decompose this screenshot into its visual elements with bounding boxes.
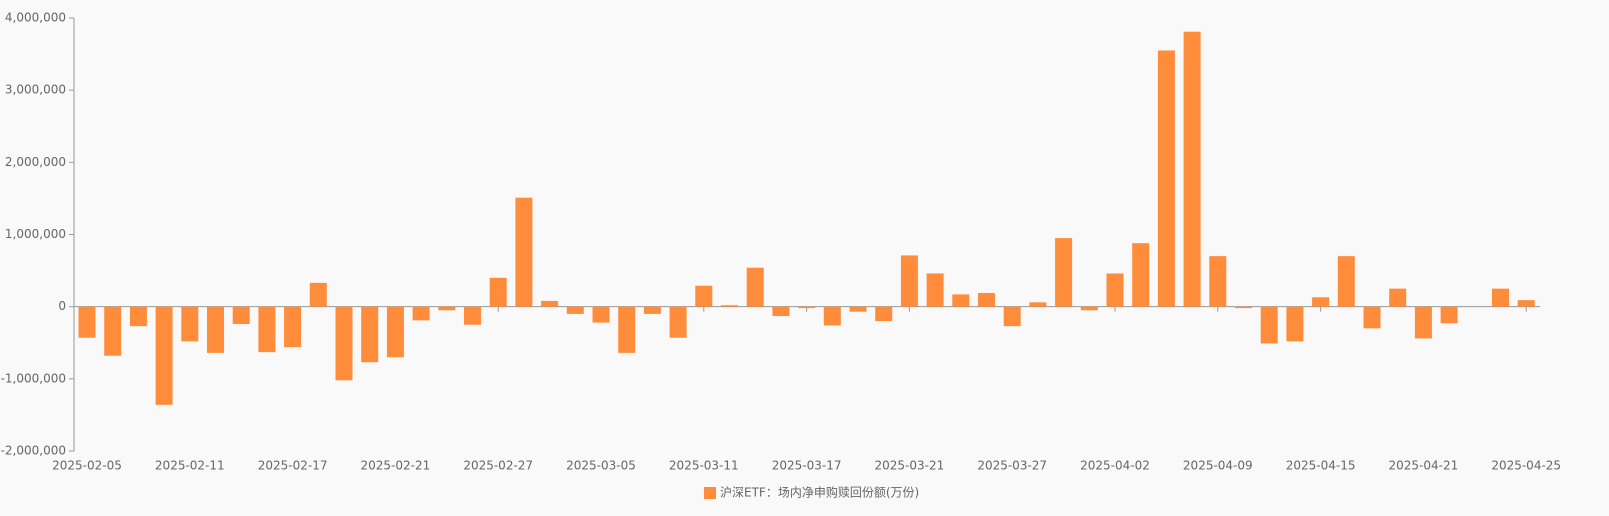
- bar: [1286, 306, 1304, 342]
- x-tick-label: 2025-02-27: [463, 459, 533, 473]
- x-tick-label: 2025-03-27: [977, 459, 1047, 473]
- x-tick-label: 2025-02-17: [258, 459, 328, 473]
- x-tick-label: 2025-03-17: [772, 459, 842, 473]
- bar: [129, 306, 147, 327]
- bar: [1080, 306, 1098, 311]
- bar: [618, 306, 636, 353]
- bar: [566, 306, 584, 314]
- x-tick-label: 2025-03-21: [875, 459, 945, 473]
- bar: [489, 277, 507, 307]
- bar: [798, 306, 816, 309]
- bar: [823, 306, 841, 326]
- y-tick-label: -1,000,000: [1, 371, 66, 385]
- bar: [78, 306, 96, 338]
- bar: [1029, 302, 1047, 307]
- bar: [926, 273, 944, 307]
- bar: [1414, 306, 1432, 339]
- bar: [849, 306, 867, 312]
- bar: [412, 306, 430, 321]
- bar: [875, 306, 893, 322]
- x-tick-label: 2025-02-11: [155, 459, 225, 473]
- bar: [335, 306, 353, 381]
- bar: [1055, 238, 1073, 307]
- bar: [1235, 306, 1252, 309]
- bar: [900, 255, 918, 307]
- legend-label: 沪深ETF：场内净申购赎回份额(万份): [720, 485, 919, 500]
- bar: [978, 292, 995, 307]
- bar: [232, 306, 250, 324]
- bar: [438, 306, 456, 311]
- x-tick-label: 2025-04-09: [1183, 459, 1253, 473]
- x-tick-label: 2025-03-11: [669, 459, 739, 473]
- bar: [1492, 288, 1509, 307]
- bar: [1517, 300, 1535, 307]
- bar: [515, 197, 533, 307]
- bar: [155, 306, 173, 405]
- bar: [643, 306, 661, 314]
- bar: [1106, 273, 1124, 307]
- bar: [1260, 306, 1278, 344]
- bar: [181, 306, 199, 342]
- bar: [592, 306, 610, 323]
- bar: [1389, 288, 1407, 307]
- x-tick-label: 2025-04-25: [1491, 459, 1561, 473]
- bar: [1312, 297, 1330, 307]
- bar: [464, 306, 481, 325]
- bar: [207, 306, 224, 353]
- x-tick-label: 2025-02-21: [361, 459, 431, 473]
- bar: [309, 282, 327, 307]
- bar: [361, 306, 379, 363]
- x-tick-label: 2025-03-05: [566, 459, 636, 473]
- bar: [104, 306, 122, 356]
- bar: [952, 294, 970, 307]
- bar: [1363, 306, 1381, 329]
- bar: [695, 285, 713, 307]
- bar: [772, 306, 790, 317]
- bar: [541, 300, 559, 307]
- x-tick-label: 2025-04-15: [1286, 459, 1356, 473]
- bar: [1003, 306, 1021, 327]
- bar: [721, 305, 738, 307]
- bar: [1132, 243, 1150, 307]
- y-tick-label: -2,000,000: [1, 444, 66, 458]
- x-tick-label: 2025-04-02: [1080, 459, 1150, 473]
- bar: [1337, 256, 1355, 307]
- x-tick-label: 2025-02-05: [52, 459, 122, 473]
- bar: [386, 306, 404, 358]
- x-tick-label: 2025-04-21: [1389, 459, 1459, 473]
- bar: [669, 306, 687, 338]
- bar: [1157, 50, 1175, 307]
- y-tick-label: 3,000,000: [5, 83, 66, 97]
- y-tick-label: 4,000,000: [5, 11, 66, 25]
- bar: [1183, 31, 1201, 307]
- bar: [1440, 306, 1458, 324]
- y-tick-label: 0: [58, 299, 66, 313]
- y-tick-label: 2,000,000: [5, 155, 66, 169]
- y-tick-label: 1,000,000: [5, 227, 66, 241]
- legend-swatch: [704, 487, 716, 499]
- bar: [746, 267, 764, 307]
- bar: [1209, 256, 1227, 307]
- bar: [258, 306, 276, 353]
- bar: [284, 306, 302, 348]
